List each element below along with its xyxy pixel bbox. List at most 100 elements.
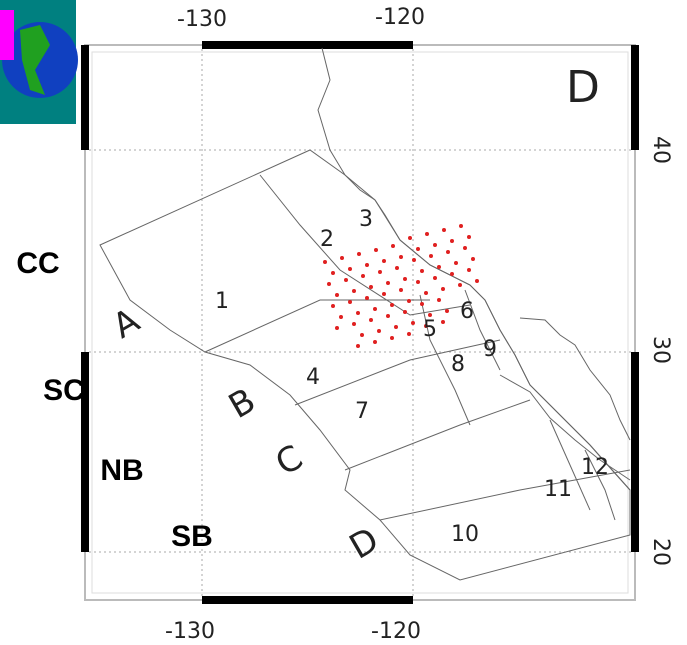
station	[352, 289, 356, 293]
station	[339, 315, 343, 319]
zone-label: 4	[306, 365, 320, 390]
station	[369, 318, 373, 322]
station	[373, 340, 377, 344]
station	[437, 265, 441, 269]
station	[373, 307, 377, 311]
station	[356, 311, 360, 315]
lon-label: -130	[177, 7, 227, 32]
station	[458, 283, 462, 287]
station	[386, 314, 390, 318]
station	[361, 274, 365, 278]
station	[442, 228, 446, 232]
lon-label: -120	[371, 619, 421, 644]
station	[378, 270, 382, 274]
zone-label: 5	[423, 317, 437, 342]
station	[335, 293, 339, 297]
station	[420, 269, 424, 273]
station	[471, 257, 475, 261]
station	[365, 296, 369, 300]
station	[390, 336, 394, 340]
station	[403, 277, 407, 281]
station	[463, 246, 467, 250]
zone-label: 1	[215, 289, 229, 314]
station	[377, 329, 381, 333]
region-label: C	[269, 437, 310, 484]
station	[424, 291, 428, 295]
zone-label: 3	[359, 207, 373, 232]
station	[454, 261, 458, 265]
station	[369, 285, 373, 289]
lon-label: -130	[165, 619, 215, 644]
graticule	[89, 49, 631, 596]
station	[340, 256, 344, 260]
station	[348, 267, 352, 271]
station	[357, 252, 361, 256]
region-label: B	[222, 381, 262, 427]
zone-label: 10	[451, 522, 479, 547]
lat-label: 20	[648, 538, 673, 566]
side-label: SC	[43, 374, 85, 407]
zone-boundaries	[99, 149, 631, 581]
station	[407, 299, 411, 303]
station	[348, 300, 352, 304]
station	[390, 303, 394, 307]
side-label: SB	[171, 520, 213, 553]
station	[425, 232, 429, 236]
station	[424, 324, 428, 328]
station	[408, 236, 412, 240]
zone-label: 9	[483, 337, 497, 362]
station	[459, 224, 463, 228]
station	[445, 309, 449, 313]
globe-icon	[0, 0, 78, 124]
station	[352, 322, 356, 326]
station	[399, 288, 403, 292]
station	[395, 266, 399, 270]
station	[382, 259, 386, 263]
station	[360, 333, 364, 337]
station	[437, 298, 441, 302]
station	[374, 248, 378, 252]
station	[327, 282, 331, 286]
station	[403, 310, 407, 314]
frame-bars	[81, 41, 639, 604]
region-label: D	[343, 520, 386, 568]
side-label: CC	[16, 247, 59, 280]
corner-label: D	[566, 62, 600, 113]
lat-label: 40	[648, 136, 673, 164]
station	[391, 244, 395, 248]
station	[344, 278, 348, 282]
station	[433, 243, 437, 247]
frame	[84, 44, 636, 601]
station	[416, 247, 420, 251]
station	[441, 287, 445, 291]
station	[467, 235, 471, 239]
station	[429, 254, 433, 258]
station	[428, 313, 432, 317]
zone-label: 2	[320, 227, 334, 252]
station	[386, 281, 390, 285]
lon-label: -120	[375, 5, 425, 30]
station	[450, 272, 454, 276]
station	[420, 302, 424, 306]
station	[475, 279, 479, 283]
zone-label: 7	[355, 399, 369, 424]
station	[412, 258, 416, 262]
station	[394, 325, 398, 329]
station	[399, 255, 403, 259]
station	[416, 280, 420, 284]
zone-label: 12	[581, 455, 609, 480]
station	[331, 304, 335, 308]
station	[407, 332, 411, 336]
station	[331, 271, 335, 275]
sample-stations	[323, 224, 479, 348]
side-label: NB	[100, 454, 143, 487]
station	[323, 260, 327, 264]
lat-label: 30	[648, 336, 673, 364]
zone-label: 6	[460, 299, 474, 324]
zone-label: 11	[544, 477, 572, 502]
inner-frame	[91, 51, 629, 594]
station	[441, 320, 445, 324]
station	[433, 276, 437, 280]
